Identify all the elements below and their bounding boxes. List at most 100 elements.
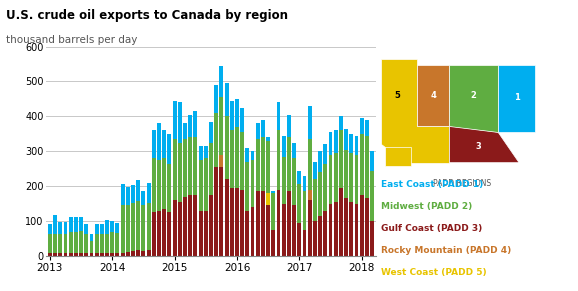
Bar [58,253,62,256]
Bar [230,130,234,188]
Bar [313,162,317,179]
Bar [90,241,94,253]
Bar [105,253,109,256]
Bar [194,111,197,137]
Bar [370,151,374,171]
Bar [121,205,125,253]
Bar [194,195,197,256]
Bar [365,198,369,256]
Bar [307,139,312,190]
Bar [354,136,358,155]
Bar [225,179,228,256]
Bar [344,150,348,198]
Bar [281,157,286,204]
Bar [297,171,301,184]
Bar [214,167,218,256]
Polygon shape [450,126,519,163]
Bar [69,217,73,232]
Bar [53,215,57,234]
Bar [142,191,145,205]
Bar [272,193,275,230]
Bar [157,160,161,211]
Bar [281,136,286,157]
Bar [318,172,322,216]
Bar [100,253,104,256]
Bar [349,134,353,153]
Bar [240,108,244,132]
Polygon shape [498,65,535,132]
Bar [162,158,166,209]
Bar [339,116,343,130]
Bar [131,251,135,256]
Bar [100,223,104,234]
Bar [48,234,52,253]
Bar [339,188,343,256]
Bar [204,211,208,256]
Bar [116,253,120,256]
Bar [354,155,358,204]
Bar [79,253,83,256]
Bar [147,250,150,256]
Bar [188,195,192,256]
Bar [328,204,332,256]
Bar [116,233,120,253]
Bar [302,230,306,256]
Bar [90,234,94,241]
Text: PADD REGIONS: PADD REGIONS [434,179,491,188]
Text: 3: 3 [476,142,481,151]
Bar [256,139,260,191]
Text: U.S. crude oil exports to Canada by region: U.S. crude oil exports to Canada by regi… [6,9,288,22]
Bar [344,198,348,256]
Bar [204,158,208,211]
Bar [162,130,166,158]
Bar [58,222,62,234]
Bar [318,151,322,172]
Text: 2: 2 [471,91,477,100]
Bar [48,253,52,256]
Bar [365,136,369,198]
Bar [261,137,265,191]
Bar [266,205,270,256]
Text: 4: 4 [431,91,436,100]
Polygon shape [381,59,450,163]
Polygon shape [417,65,450,126]
Bar [349,153,353,202]
Bar [126,187,130,205]
Bar [266,141,270,193]
Bar [214,113,218,167]
Bar [53,253,57,256]
Bar [261,191,265,256]
Bar [84,234,88,253]
Bar [318,216,322,256]
Bar [79,217,83,230]
Bar [136,180,140,201]
Bar [199,211,202,256]
Bar [277,190,280,256]
Bar [69,253,73,256]
Bar [95,253,99,256]
Bar [313,221,317,256]
Bar [251,151,254,160]
Bar [307,200,312,256]
Bar [354,204,358,256]
Text: West Coast (PADD 5): West Coast (PADD 5) [381,268,487,277]
Bar [142,251,145,256]
Bar [209,143,213,195]
Bar [287,191,291,256]
Bar [64,234,68,253]
Bar [370,221,374,256]
Bar [152,130,155,158]
Bar [131,185,135,203]
Bar [162,209,166,256]
Bar [84,253,88,256]
Bar [74,232,78,253]
Bar [183,123,187,139]
Bar [277,102,280,130]
Polygon shape [385,147,410,166]
Bar [209,195,213,256]
Bar [360,118,364,134]
Bar [84,223,88,234]
Bar [178,143,181,202]
Bar [220,97,223,155]
Text: East Coast (PADD 1): East Coast (PADD 1) [381,180,484,189]
